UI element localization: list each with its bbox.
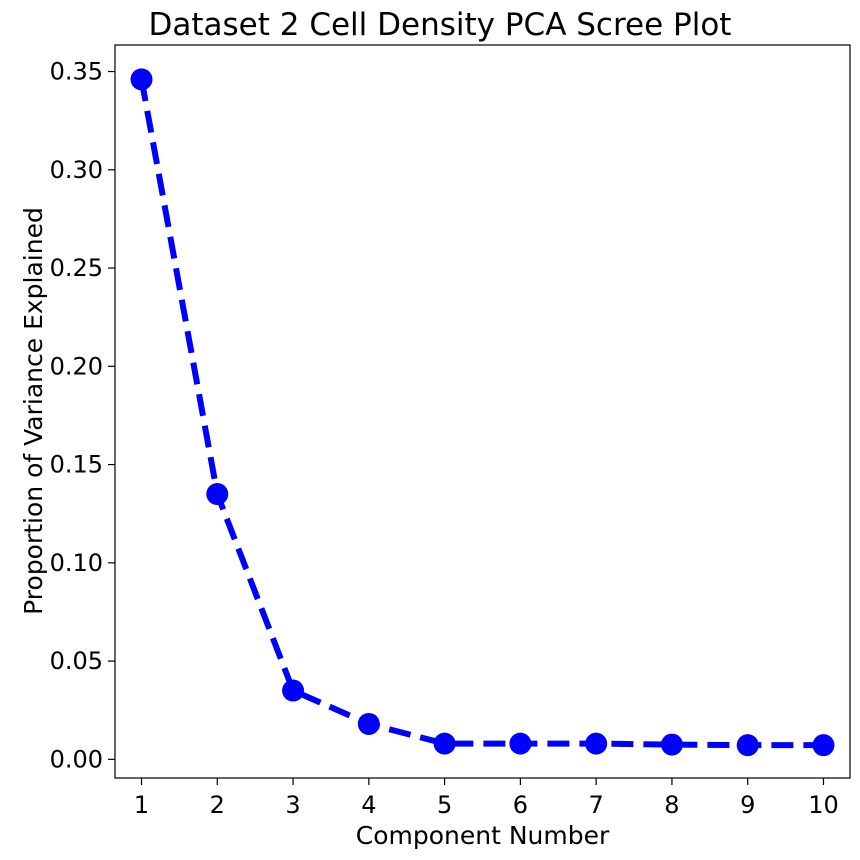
- y-axis-ticks: 0.00 0.05 0.10 0.15 0.20 0.25 0.30 0.35: [50, 58, 115, 773]
- data-point-5: [433, 732, 456, 755]
- x-tick-label: 5: [437, 791, 452, 819]
- data-point-1: [130, 68, 153, 91]
- x-tick-label: 6: [513, 791, 528, 819]
- chart-title: Dataset 2 Cell Density PCA Scree Plot: [149, 7, 732, 43]
- x-axis-ticks: 1 2 3 4 5 6 7 8 9 10: [134, 778, 839, 819]
- x-tick-label: 4: [361, 791, 376, 819]
- y-tick-label: 0.00: [50, 745, 103, 773]
- y-tick-label: 0.35: [50, 58, 103, 86]
- y-tick-label: 0.25: [50, 254, 103, 282]
- x-tick-label: 3: [285, 791, 300, 819]
- variance-series-line: [138, 78, 824, 749]
- y-tick-label: 0.15: [50, 451, 103, 479]
- data-point-4: [357, 712, 380, 735]
- data-point-7: [585, 732, 608, 755]
- data-point-6: [509, 732, 532, 755]
- x-tick-label: 7: [589, 791, 604, 819]
- data-point-9: [736, 734, 759, 757]
- x-tick-label: 1: [134, 791, 149, 819]
- variance-series-points: [130, 68, 835, 757]
- data-point-2: [206, 483, 229, 506]
- x-tick-label: 8: [664, 791, 679, 819]
- data-point-10: [812, 734, 835, 757]
- data-point-3: [282, 679, 305, 702]
- y-tick-label: 0.30: [50, 156, 103, 184]
- plot-area-frame: [114, 44, 851, 779]
- x-axis-label: Component Number: [356, 821, 610, 850]
- y-tick-label: 0.10: [50, 549, 103, 577]
- x-tick-label: 10: [808, 791, 839, 819]
- y-tick-label: 0.20: [50, 352, 103, 380]
- y-axis-label: Proportion of Variance Explained: [19, 207, 48, 615]
- x-tick-label: 2: [210, 791, 225, 819]
- data-point-8: [660, 733, 683, 756]
- x-tick-label: 9: [740, 791, 755, 819]
- y-tick-label: 0.05: [50, 647, 103, 675]
